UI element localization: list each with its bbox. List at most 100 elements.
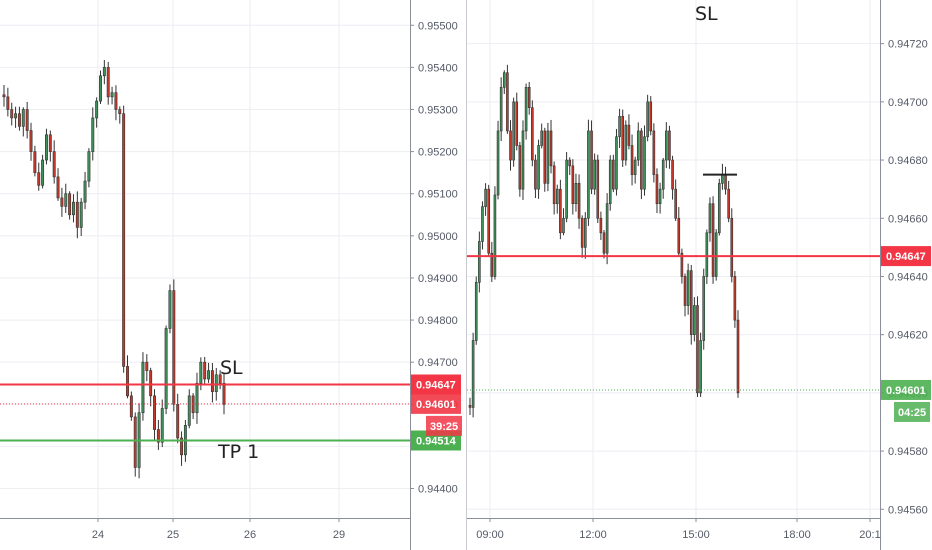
candle-body [172,290,176,405]
candle-body [110,92,114,98]
candle-body [596,159,600,219]
candle-body [696,305,699,394]
right-chart-level-lines [467,173,880,391]
candle-body [587,130,590,219]
y-tick-label: 0.94580 [888,446,928,458]
candle-body [468,405,472,408]
candle-body [168,290,172,329]
x-tick-label: 15:00 [682,529,710,541]
right-time-axis[interactable]: 09:00 12:00 15:00 18:00 20:1 [476,518,881,541]
candle-body [203,361,207,380]
candle-body [686,270,690,306]
candle-body [160,408,164,443]
candle-body [608,159,612,205]
candle-body [512,101,515,161]
candle-body [493,194,497,277]
candle-body [674,188,677,219]
candle-body [91,117,95,152]
candle-body [733,276,737,321]
y-tick-label: 0.95000 [418,231,458,243]
candle-body [531,107,534,161]
candle-body [102,67,106,77]
candle-body [671,159,674,190]
candle-body [658,188,662,205]
y-tick-label: 0.94800 [418,315,458,327]
candle-body [537,145,540,190]
candle-body [680,252,684,277]
candle-body [207,370,211,380]
left-time-axis[interactable]: 24 25 26 29 [92,518,345,541]
candle-body [640,130,643,190]
candle-body [141,361,145,414]
candle-body [534,159,537,190]
candle-body [668,130,671,161]
candle-body [699,340,702,394]
candle-body [10,109,14,119]
candle-body [552,165,556,205]
candle-body [191,395,195,414]
candle-body [718,183,721,234]
candle-body [17,113,21,127]
candle-body [484,188,487,207]
x-tick-label: 18:00 [783,529,811,541]
last-price-tag [881,379,931,400]
candle-body [693,305,696,335]
candle-body [524,87,528,132]
candle-body [677,217,681,254]
candle-body [630,145,634,175]
candle-body [506,72,509,132]
candle-body [133,416,137,468]
candle-body [571,165,575,205]
candle-body [621,116,624,161]
candle-body [714,232,718,277]
x-tick-label: 09:00 [476,529,504,541]
candle-body [471,340,475,408]
candle-body [515,101,519,146]
candle-body [149,370,153,397]
candle-body [574,183,578,205]
candle-body [540,130,543,146]
candle-body [37,172,41,186]
y-tick-label: 0.95100 [418,189,458,201]
candle-body [724,174,727,190]
candle-body [559,188,562,234]
candle-body [490,252,494,277]
y-tick-label: 0.94900 [418,273,458,285]
stop-loss-price-tag [881,246,931,267]
right-price-axis[interactable]: 0.945600.945800.946000.946200.946400.946… [880,39,928,517]
candle-body [649,101,653,132]
candle-body [509,130,512,161]
candle-body [156,429,160,443]
left-chart-level-lines [0,383,410,442]
y-tick-label: 0.94660 [888,213,928,225]
candle-body [33,151,37,173]
candle-body [730,217,734,277]
candle-body [118,109,122,115]
y-tick-label: 0.94700 [418,357,458,369]
last-price-tag [411,393,461,414]
candle-body [593,159,596,190]
candle-body [705,232,709,277]
candle-body [164,328,168,409]
y-tick-label: 0.94400 [418,484,458,496]
candle-body [75,201,79,228]
candle-body [487,188,490,254]
candle-body [68,193,72,216]
candle-body [590,130,593,190]
candle-body [195,382,199,414]
y-tick-label: 0.95500 [418,20,458,32]
candle-body [64,193,68,207]
candle-body [44,134,48,161]
y-tick-label: 0.95400 [418,62,458,74]
candle-body [106,67,110,98]
candle-body [214,374,218,392]
y-tick-label: 0.94680 [888,155,928,167]
candle-body [56,176,60,199]
candle-body [6,96,10,110]
last-price-label: 0.94601 [416,399,456,411]
candle-body [2,94,6,98]
candle-body [555,188,559,205]
left-price-tags: 0.94647 0.94514 0.94601 39:25 [411,374,462,451]
y-tick-label: 0.94560 [888,504,928,516]
